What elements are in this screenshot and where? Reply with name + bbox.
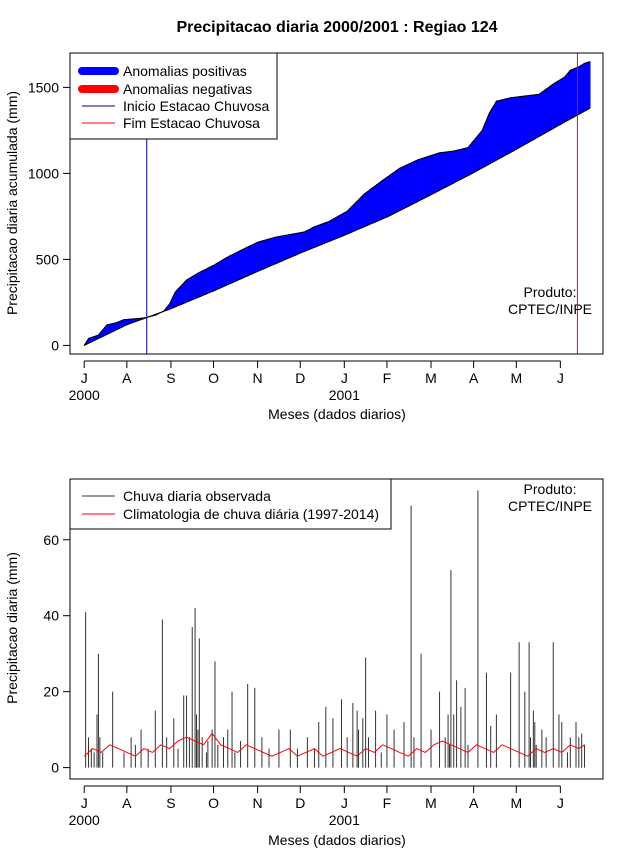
month-tick-label: J xyxy=(81,370,88,386)
month-tick-label: A xyxy=(469,370,479,386)
month-tick-label: M xyxy=(510,795,522,811)
y-axis-2: 0 20 40 60 xyxy=(43,532,70,776)
product-source: CPTEC/INPE xyxy=(508,301,592,317)
legend-label-observed: Chuva diaria observada xyxy=(123,488,271,504)
month-tick-label: O xyxy=(208,795,219,811)
y-axis-label-2: Precipitacao diaria (mm) xyxy=(4,552,20,704)
plot-frame xyxy=(69,52,604,355)
month-tick-label: J xyxy=(81,795,88,811)
y-tick-label: 0 xyxy=(51,337,59,353)
month-tick-label: F xyxy=(383,370,392,386)
y-tick-label: 0 xyxy=(51,760,59,776)
month-tick-label: J xyxy=(341,795,348,811)
month-tick-label: D xyxy=(295,370,305,386)
month-tick-label: S xyxy=(166,370,175,386)
year-label: 2000 xyxy=(69,387,100,403)
legend-label-start: Inicio Estacao Chuvosa xyxy=(123,98,270,114)
y-tick-label: 1000 xyxy=(28,165,59,181)
positive-anomaly-segment xyxy=(588,61,591,110)
legend-label-end: Fim Estacao Chuvosa xyxy=(123,115,260,131)
month-tick-label: N xyxy=(253,795,263,811)
climatology-daily-line xyxy=(83,732,585,757)
y-tick-label: 40 xyxy=(43,608,59,624)
chart-title: Precipitacao diaria 2000/2001 : Regiao 1… xyxy=(176,19,497,36)
month-tick-label: A xyxy=(122,370,132,386)
month-tick-label: J xyxy=(341,370,348,386)
month-tick-label: A xyxy=(469,795,479,811)
legend-2: Chuva diaria observada Climatologia de c… xyxy=(69,478,392,530)
month-tick-label: A xyxy=(122,795,132,811)
y-axis-label: Precipitacao diaria acumulada (mm) xyxy=(4,91,20,315)
legend-label-positive: Anomalias positivas xyxy=(123,63,247,79)
year-label: 2000 xyxy=(69,812,100,828)
x-axis-label-2: Meses (dados diarios) xyxy=(268,832,406,848)
month-tick-label: N xyxy=(253,370,263,386)
y-tick-label: 60 xyxy=(43,532,59,548)
month-tick-label: M xyxy=(510,370,522,386)
month-tick-label: F xyxy=(383,795,392,811)
y-tick-label: 20 xyxy=(43,684,59,700)
legend: Anomalias positivas Anomalias negativas … xyxy=(69,52,278,140)
product-label: Produto: xyxy=(524,284,577,300)
year-label: 2001 xyxy=(329,387,360,403)
month-tick-label: M xyxy=(425,370,437,386)
month-tick-label: J xyxy=(557,795,564,811)
year-label: 2001 xyxy=(329,812,360,828)
y-axis: 0 500 1000 1500 xyxy=(28,79,70,353)
month-tick-label: J xyxy=(557,370,564,386)
y-tick-label: 1500 xyxy=(28,79,59,95)
month-tick-label: D xyxy=(295,795,305,811)
month-tick-label: M xyxy=(425,795,437,811)
product-source-2: CPTEC/INPE xyxy=(508,498,592,514)
observed-daily-bars xyxy=(85,490,586,768)
observed-cumulative-line xyxy=(83,61,591,346)
climatology-cumulative-line xyxy=(83,107,591,346)
month-tick-label: S xyxy=(166,795,175,811)
product-label-2: Produto: xyxy=(524,481,577,497)
x-axis-label: Meses (dados diarios) xyxy=(268,406,406,422)
legend-box-2 xyxy=(69,478,392,530)
y-tick-label: 500 xyxy=(36,251,60,267)
legend-label-climatology: Climatologia de chuva diária (1997-2014) xyxy=(123,506,379,522)
month-tick-label: O xyxy=(208,370,219,386)
legend-label-negative: Anomalias negativas xyxy=(123,81,252,97)
